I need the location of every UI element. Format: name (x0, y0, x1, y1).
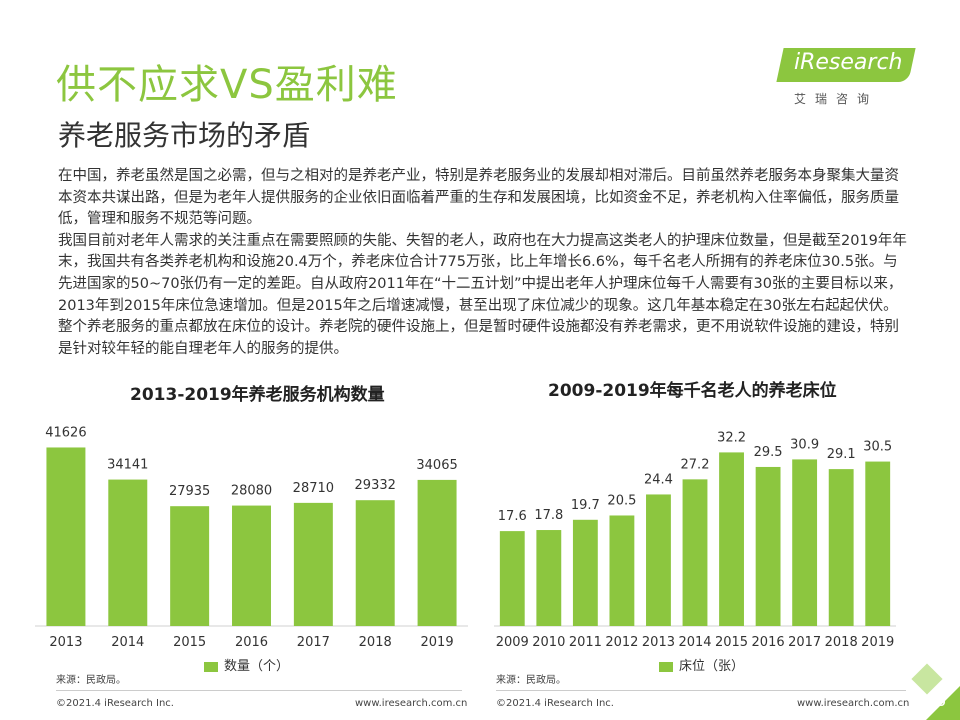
footer-url-left: www.iresearch.com.cn (355, 698, 468, 709)
legend-swatch (204, 661, 218, 672)
chart-1-title: 2013-2019年养老服务机构数量 (130, 385, 385, 405)
chart-2-x-tick-label: 2016 (752, 635, 785, 650)
chart-1-value-label: 29332 (355, 478, 396, 493)
chart-1-bar-2016 (232, 505, 271, 626)
chart-2-bar-2019 (865, 461, 891, 626)
chart-1-bar-chart: 41626 2013 34141 2014 27935 2015 28080 2016 2871… (35, 425, 468, 650)
chart-1-value-label: 34065 (416, 458, 457, 473)
chart-2-x-tick-label: 2019 (861, 635, 894, 650)
chart-2-value-label: 30.5 (863, 440, 892, 455)
chart-1-bar-2014 (108, 479, 148, 626)
page-corner-badge (926, 686, 960, 720)
logo-name: iResearch (794, 50, 903, 75)
chart-2-bar-2013 (646, 494, 671, 626)
chart-2-legend: 床位（张） (659, 655, 744, 674)
legend-swatch (659, 661, 673, 672)
chart-1-source: 来源：民政局。 (56, 675, 126, 686)
chart-2-value-label: 29.1 (827, 447, 856, 462)
chart-2-value-label: 29.5 (754, 445, 783, 460)
chart-2-value-label: 17.6 (498, 509, 527, 524)
chart-2-x-tick-label: 2017 (788, 635, 821, 650)
chart-2-bar-2017 (792, 459, 818, 626)
chart-2-bar-2010 (536, 530, 562, 626)
chart-2-bar-2009 (499, 531, 525, 626)
chart-2-x-tick-label: 2018 (825, 635, 858, 650)
body-text: 在中国，养老虽然是国之必需，但与之相对的是养老产业，特别是养老服务业的发展却相对… (58, 166, 910, 360)
page-subtitle: 养老服务市场的矛盾 (58, 119, 311, 152)
chart-2-x-tick-label: 2013 (642, 635, 675, 650)
chart-1-bar-2018 (355, 500, 395, 626)
chart-2-value-label: 27.2 (681, 457, 710, 472)
footer-divider-left (56, 690, 462, 691)
chart-2-value-label: 24.4 (644, 472, 673, 487)
chart-2-bar-2016 (755, 466, 781, 626)
chart-1-x-tick-label: 2016 (235, 635, 268, 650)
chart-1-x-tick-label: 2013 (49, 635, 82, 650)
chart-2-bar-2014 (682, 479, 708, 626)
chart-2-bar-2018 (828, 469, 854, 626)
chart-1-bar-2015 (170, 506, 210, 626)
chart-2-bar-2012 (609, 515, 635, 626)
chart-2-bar-2015 (719, 452, 744, 626)
chart-2-source: 来源：民政局。 (496, 675, 566, 686)
chart-1-x-tick-label: 2017 (297, 635, 330, 650)
chart-1-legend: 数量（个） (204, 655, 289, 674)
chart-2-x-tick-label: 2012 (605, 635, 638, 650)
chart-1-x-tick-label: 2018 (359, 635, 392, 650)
chart-2-x-tick-label: 2015 (715, 635, 748, 650)
chart-2-value-label: 32.2 (717, 430, 746, 445)
chart-2-value-label: 30.9 (790, 437, 819, 452)
chart-1-bar-2013 (46, 447, 86, 626)
chart-1-value-label: 28710 (293, 481, 334, 496)
page-title: 供不应求VS盈利难 (56, 62, 398, 108)
chart-2-title: 2009-2019年每千名老人的养老床位 (548, 381, 837, 401)
chart-2-value-label: 20.5 (607, 493, 636, 508)
chart-1-bar-2019 (417, 479, 457, 626)
chart-1-x-tick-label: 2019 (421, 635, 454, 650)
chart-2-x-tick-label: 2014 (678, 635, 711, 650)
footer-url-right: www.iresearch.com.cn (797, 698, 910, 709)
chart-2-value-label: 17.8 (534, 508, 563, 523)
chart-1-x-tick-label: 2014 (111, 635, 144, 650)
chart-1-value-label: 34141 (107, 458, 148, 473)
footer-copyright-left: ©2021.4 iResearch Inc. (56, 698, 174, 709)
chart-1-legend-label: 数量（个） (224, 659, 290, 674)
chart-2-value-label: 19.7 (571, 498, 600, 513)
footer-copyright-right: ©2021.4 iResearch Inc. (496, 698, 614, 709)
chart-2-bar-chart: 17.6 2009 17.8 2010 19.7 2011 20.5 2012 24.4 2013… (494, 430, 896, 650)
chart-2-bar-2011 (572, 519, 598, 626)
paragraph-2: 我国目前对老年人需求的关注重点在需要照顾的失能、失智的老人，政府也在大力提高这类… (58, 232, 907, 357)
page-number: 6 (935, 691, 946, 710)
chart-1-value-label: 41626 (45, 425, 86, 440)
chart-1-bar-2017 (293, 502, 333, 626)
paragraph-1: 在中国，养老虽然是国之必需，但与之相对的是养老产业，特别是养老服务业的发展却相对… (58, 168, 899, 228)
chart-1-value-label: 28080 (231, 484, 272, 499)
chart-2-x-tick-label: 2011 (569, 635, 602, 650)
chart-1-value-label: 27935 (169, 484, 210, 499)
chart-2-x-tick-label: 2010 (532, 635, 565, 650)
chart-1-x-tick-label: 2015 (173, 635, 206, 650)
logo-tagline: 艾瑞咨询 (794, 92, 879, 106)
iresearch-logo: iResearch 艾瑞咨询 (776, 48, 930, 110)
chart-2-x-tick-label: 2009 (496, 635, 529, 650)
chart-2-legend-label: 床位（张） (679, 659, 745, 674)
footer-divider-right (496, 690, 906, 691)
